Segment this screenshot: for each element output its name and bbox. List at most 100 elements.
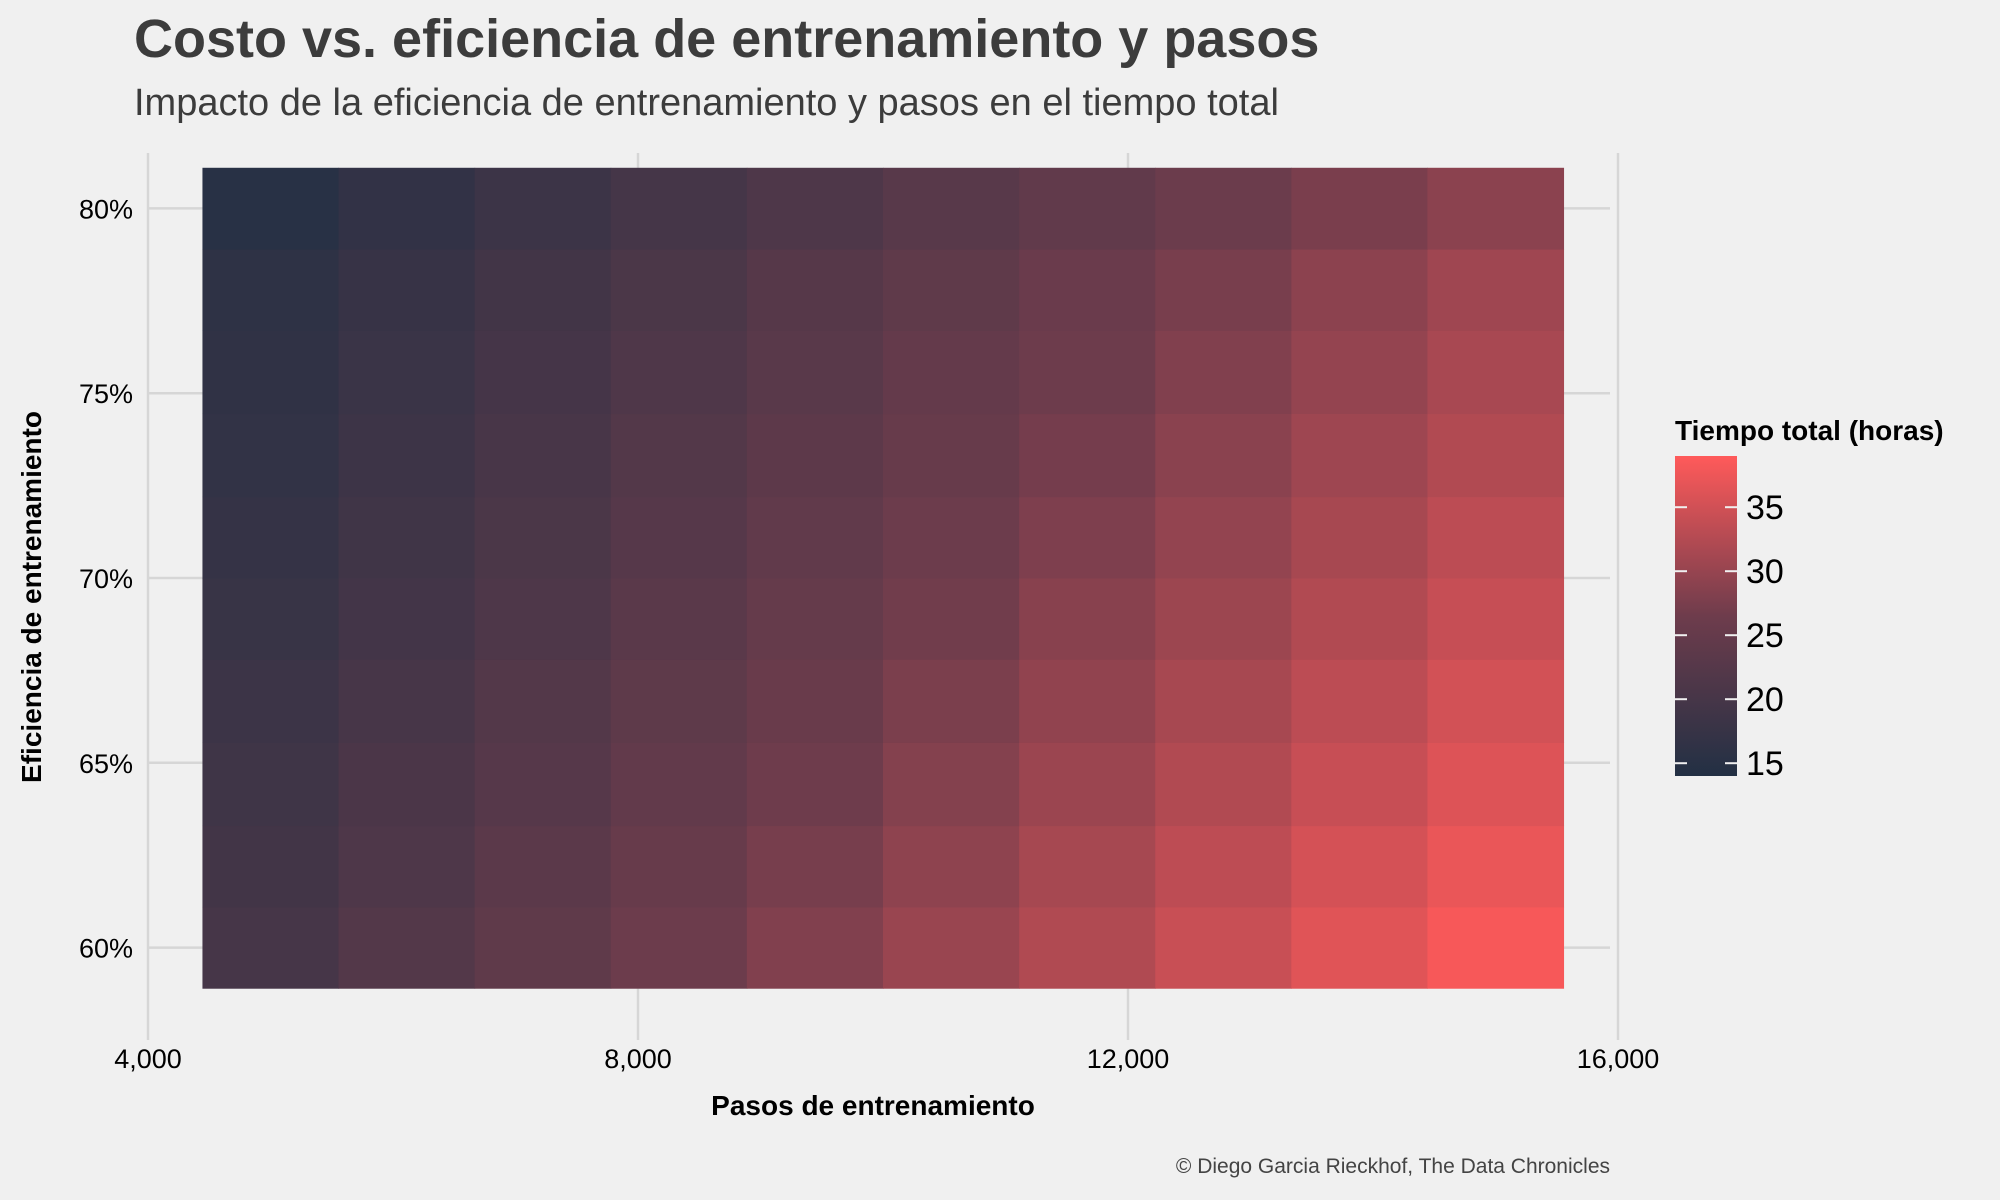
heatmap-cell — [1155, 578, 1292, 660]
heatmap-cell — [610, 413, 748, 498]
heatmap-cell — [1427, 578, 1565, 660]
heatmap-cell — [746, 413, 884, 498]
heatmap-cell — [883, 249, 1020, 331]
legend-ticks: 15 20 25 30 35 — [1675, 489, 1784, 783]
heatmap-cell — [1019, 413, 1156, 498]
heatmap-cell — [746, 742, 884, 827]
heatmap-cell — [746, 249, 884, 331]
heatmap-cell — [202, 578, 340, 660]
legend-tick-label: 35 — [1746, 489, 1784, 527]
heatmap-cell — [202, 413, 340, 498]
heatmap-cell — [610, 330, 748, 415]
heatmap-cell — [474, 825, 612, 908]
heatmap-cell — [883, 659, 1020, 743]
heatmap-cell — [338, 330, 476, 415]
y-tick-label: 70% — [79, 564, 133, 594]
heatmap-cell — [1427, 496, 1565, 579]
heatmap-cell — [610, 578, 748, 660]
heatmap-cell — [610, 742, 748, 827]
heatmap-cell — [474, 578, 612, 660]
heatmap-cell — [1155, 906, 1292, 989]
heatmap-cell — [610, 249, 748, 331]
heatmap-cell — [746, 825, 884, 908]
chart-caption: © Diego Garcia Rieckhof, The Data Chroni… — [1175, 1155, 1610, 1178]
heatmap-cell — [610, 659, 748, 743]
heatmap-cell — [883, 578, 1020, 660]
heatmap-cell — [883, 330, 1020, 415]
heatmap-cell — [1291, 413, 1428, 498]
legend-tick-label: 20 — [1746, 681, 1784, 719]
heatmap-cell — [1427, 413, 1565, 498]
color-legend: Tiempo total (horas) 15 20 25 30 35 — [1675, 415, 1944, 783]
heatmap-cell — [474, 496, 612, 579]
heatmap-cell — [1019, 742, 1156, 827]
heatmap-cell — [1291, 659, 1428, 743]
heatmap-cell — [1427, 249, 1565, 331]
heatmap-cell — [1291, 906, 1428, 989]
heatmap-cell — [1427, 659, 1565, 743]
x-axis-ticks: 4,000 8,000 12,000 16,000 — [114, 1044, 1659, 1074]
heatmap-cell — [338, 742, 476, 827]
heatmap-cell — [474, 330, 612, 415]
heatmap-cell — [1427, 167, 1565, 250]
heatmap-cell — [338, 249, 476, 331]
heatmap-cell — [474, 659, 612, 743]
heatmap-cell — [1155, 167, 1292, 250]
heatmap-cell — [610, 906, 748, 989]
heatmap-cell — [202, 659, 340, 743]
heatmap-cell — [746, 330, 884, 415]
legend-tick-label: 30 — [1746, 553, 1784, 591]
heatmap-cell — [883, 496, 1020, 579]
legend-tick-label: 25 — [1746, 617, 1784, 655]
legend-title: Tiempo total (horas) — [1675, 415, 1944, 446]
heatmap-cell — [1155, 825, 1292, 908]
heatmap-cell — [1019, 825, 1156, 908]
heatmap-cell — [1427, 330, 1565, 415]
heatmap-cell — [1019, 578, 1156, 660]
heatmap-cell — [883, 742, 1020, 827]
heatmap-cell — [883, 906, 1020, 989]
heatmap-cell — [610, 496, 748, 579]
legend-tick-label: 15 — [1746, 745, 1784, 783]
y-tick-label: 65% — [79, 749, 133, 779]
heatmap-cell — [1291, 167, 1428, 250]
heatmap-cell — [1155, 330, 1292, 415]
heatmap-cell — [1291, 330, 1428, 415]
heatmap-cell — [1427, 906, 1565, 989]
heatmap-cell — [338, 906, 476, 989]
heatmap-cell — [474, 167, 612, 250]
y-tick-label: 60% — [79, 934, 133, 964]
heatmap-cell — [1155, 413, 1292, 498]
heatmap-cell — [610, 167, 748, 250]
x-axis-label: Pasos de entrenamiento — [711, 1090, 1035, 1121]
heatmap-cell — [338, 578, 476, 660]
heatmap-cell — [338, 825, 476, 908]
heatmap-cell — [474, 906, 612, 989]
y-axis-label: Eficiencia de entrenamiento — [16, 411, 47, 783]
x-tick-label: 8,000 — [604, 1044, 672, 1074]
heatmap-cell — [1019, 906, 1156, 989]
heatmap-cell — [1291, 825, 1428, 908]
heatmap-cell — [202, 330, 340, 415]
heatmap-cell — [474, 413, 612, 498]
heatmap-cell — [610, 825, 748, 908]
heatmap-cell — [883, 825, 1020, 908]
y-axis-ticks: 60% 65% 70% 75% 80% — [79, 194, 133, 963]
chart-subtitle: Impacto de la eficiencia de entrenamient… — [134, 82, 1279, 124]
heatmap-cell — [746, 578, 884, 660]
heatmap-cell — [474, 742, 612, 827]
heatmap-cell — [746, 659, 884, 743]
heatmap-cell — [883, 413, 1020, 498]
y-tick-label: 75% — [79, 379, 133, 409]
heatmap-cell — [338, 496, 476, 579]
heatmap-cell — [202, 742, 340, 827]
heatmap-cell — [1019, 249, 1156, 331]
heatmap-cell — [202, 167, 340, 250]
heatmap-cell — [338, 659, 476, 743]
x-tick-label: 12,000 — [1087, 1044, 1170, 1074]
heatmap-cell — [1155, 496, 1292, 579]
heatmap-cell — [883, 167, 1020, 250]
heatmap-cells — [202, 167, 1565, 989]
heatmap-cell — [1291, 578, 1428, 660]
